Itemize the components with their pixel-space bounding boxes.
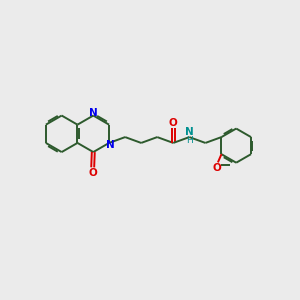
Text: N: N xyxy=(89,108,98,118)
Text: H: H xyxy=(186,136,193,145)
Text: N: N xyxy=(185,127,194,137)
Text: O: O xyxy=(169,118,178,128)
Text: O: O xyxy=(88,168,97,178)
Text: N: N xyxy=(106,140,115,150)
Text: O: O xyxy=(213,163,222,173)
